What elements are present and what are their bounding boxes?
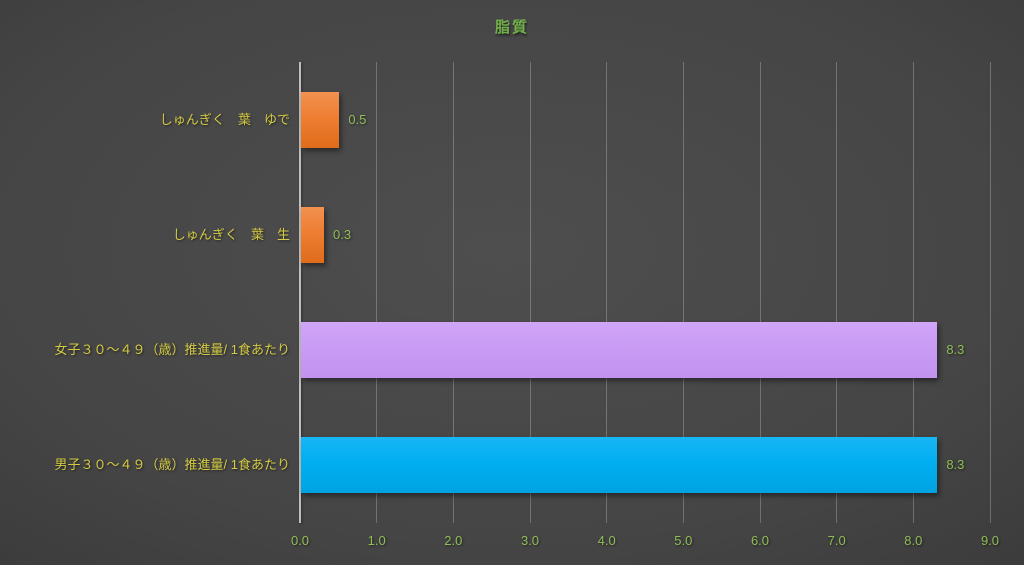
chart-title: 脂質 [494,19,529,36]
gridline-x-6 [759,62,761,523]
y-axis-line [299,62,301,523]
gridline-x-5 [682,62,684,523]
x-tick-label: 4.0 [597,533,616,548]
x-tick-label: 5.0 [674,533,693,548]
bar-value-label: 8.3 [946,342,965,358]
bar-series-0 [301,91,340,148]
bar-value-label: 8.3 [946,457,965,473]
x-tick-label: 8.0 [904,533,923,548]
bar-value-label: 0.3 [333,226,352,242]
gridline-x-7 [836,62,838,523]
category-label: 女子３０～４９（歳）推進量/ 1食あたり [54,342,290,358]
bar-series-2 [301,322,938,379]
category-label: しゅんぎく 葉 生 [172,226,290,242]
x-tick-label: 3.0 [520,533,540,548]
gridline-x-2 [452,62,454,523]
x-tick-label: 7.0 [827,533,846,548]
bar-series-3 [301,437,938,494]
plot-area [299,62,991,523]
x-tick-label: 9.0 [980,533,1000,548]
x-tick-label: 1.0 [367,533,386,548]
category-label: しゅんぎく 葉 ゆで [159,111,290,127]
gridline-x-4 [606,62,608,523]
x-tick-label: 0.0 [290,533,310,548]
gridline-x-9 [989,62,991,523]
category-label: 男子３０～４９（歳）推進量/ 1食あたり [54,457,290,473]
gridline-x-3 [529,62,531,523]
bar-value-label: 0.5 [348,111,367,127]
x-tick-label: 2.0 [444,533,463,548]
bar-series-1 [301,206,324,263]
gridline-x-1 [376,62,378,523]
gridline-x-8 [912,62,914,523]
x-tick-label: 6.0 [750,533,770,548]
